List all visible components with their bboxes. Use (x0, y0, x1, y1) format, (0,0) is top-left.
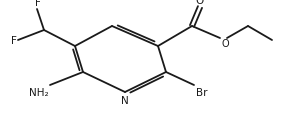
Text: O: O (221, 39, 229, 49)
Text: F: F (11, 36, 17, 46)
Text: F: F (35, 0, 41, 8)
Text: O: O (196, 0, 204, 6)
Text: N: N (121, 96, 129, 106)
Text: Br: Br (196, 88, 207, 98)
Text: NH₂: NH₂ (29, 88, 49, 98)
